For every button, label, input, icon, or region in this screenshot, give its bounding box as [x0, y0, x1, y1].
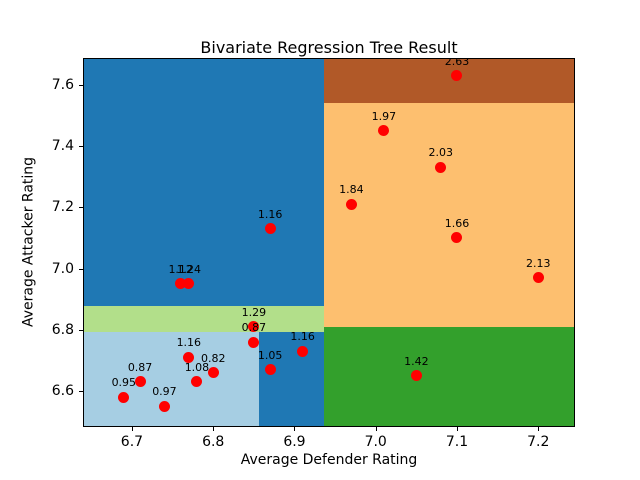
region-right-top-brown: [323, 59, 574, 104]
y-tick-mark: [79, 84, 83, 86]
y-tick-label: 7.2: [51, 199, 74, 216]
x-tick-label: 7.0: [364, 434, 387, 450]
y-tick-label: 6.6: [51, 383, 74, 400]
data-point: [191, 376, 203, 388]
data-point: [134, 376, 146, 388]
data-point: [264, 223, 276, 235]
x-tick-mark: [375, 427, 377, 431]
y-tick-mark: [79, 329, 83, 331]
region-left-band-lightgreen: [84, 305, 324, 333]
data-point: [345, 198, 357, 210]
data-point: [451, 232, 463, 244]
data-point: [451, 70, 463, 82]
x-tick-mark: [294, 427, 296, 431]
x-tick-mark: [538, 427, 540, 431]
y-tick-label: 7.4: [51, 138, 74, 154]
data-point: [183, 278, 195, 290]
x-tick-label: 6.7: [120, 434, 144, 450]
y-tick-label: 7.6: [51, 76, 74, 93]
x-axis-label: Average Defender Rating: [240, 452, 418, 468]
y-tick-mark: [79, 146, 83, 147]
x-tick-mark: [456, 427, 458, 431]
region-left-lower-lightblue: [84, 332, 259, 426]
x-tick-label: 7.2: [527, 434, 550, 450]
region-right-mid-orange: [323, 103, 574, 327]
data-point: [297, 345, 309, 357]
data-point: [207, 367, 219, 379]
x-tick-label: 6.8: [202, 434, 225, 450]
x-tick-label: 6.9: [283, 434, 306, 450]
x-tick-mark: [213, 427, 215, 431]
y-tick-mark: [79, 391, 83, 393]
chart-title: Bivariate Regression Tree Result: [200, 38, 458, 57]
y-tick-mark: [79, 207, 83, 209]
y-tick-label: 6.8: [51, 321, 74, 338]
data-point: [248, 321, 260, 333]
data-point: [248, 336, 260, 348]
data-point: [378, 125, 390, 137]
region-left-lower-blue: [258, 332, 324, 426]
data-point: [183, 351, 195, 363]
data-point: [532, 272, 544, 284]
data-point: [435, 161, 447, 173]
y-axis-label: Average Attacker Rating: [20, 156, 37, 328]
data-point: [175, 278, 187, 290]
region-left-upper-blue: [84, 59, 324, 306]
data-point: [158, 400, 170, 412]
x-tick-label: 7.1: [445, 434, 469, 450]
data-point: [264, 364, 276, 376]
region-right-bottom-green: [323, 326, 574, 426]
data-point: [410, 370, 422, 382]
data-point: [118, 391, 130, 403]
x-tick-mark: [131, 427, 133, 431]
y-tick-label: 7.0: [51, 260, 74, 277]
y-tick-mark: [79, 268, 83, 270]
plot-area: 0.95 0.87 0.97 1.16 1.08 0.82 1.29 0.87 1.05 1.16…: [83, 58, 575, 427]
